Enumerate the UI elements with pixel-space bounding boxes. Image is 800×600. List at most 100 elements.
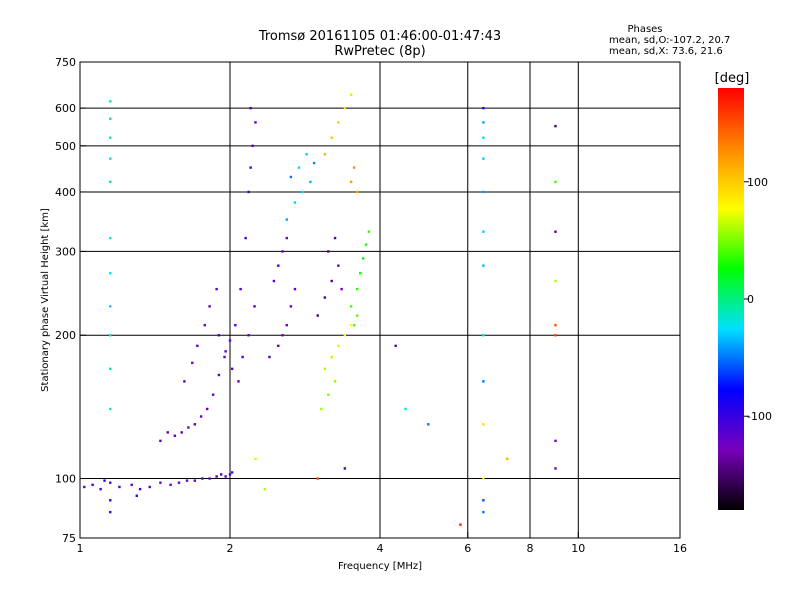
data-point — [355, 287, 359, 291]
data-point — [187, 426, 190, 429]
data-point — [312, 161, 316, 165]
data-point — [323, 153, 327, 156]
data-point — [482, 230, 485, 233]
data-point — [109, 180, 112, 184]
data-point — [109, 305, 112, 308]
data-point — [364, 243, 368, 246]
data-point — [217, 373, 221, 377]
data-point — [215, 287, 218, 291]
x-tick-label: 4 — [377, 542, 384, 555]
data-point — [285, 236, 288, 240]
data-point — [272, 279, 276, 283]
y-tick-label: 500 — [55, 140, 76, 153]
data-point — [208, 305, 211, 308]
data-point — [138, 487, 142, 491]
data-point — [185, 479, 189, 482]
data-point — [91, 483, 94, 487]
gridlines — [80, 62, 680, 538]
stats-line-o: mean, sd,O:-107.2, 20.7 — [609, 35, 730, 46]
data-point — [223, 355, 226, 359]
data-point — [349, 93, 353, 96]
colorbar-tick-label: 0 — [747, 293, 754, 306]
data-point — [224, 350, 227, 353]
data-point — [109, 136, 112, 139]
data-point — [205, 407, 209, 411]
data-point — [159, 481, 162, 484]
data-point — [130, 483, 133, 487]
data-point — [217, 334, 221, 337]
x-tick-label: 6 — [464, 542, 471, 555]
data-points — [83, 93, 557, 526]
data-point — [404, 407, 407, 411]
data-point — [211, 393, 215, 396]
y-axis-label: Stationary phase Virtual Height [km] — [40, 208, 51, 392]
data-point — [482, 477, 485, 480]
data-point — [289, 305, 293, 308]
data-point — [293, 201, 297, 204]
data-point — [297, 166, 301, 169]
data-point — [482, 423, 485, 426]
stats-line-x: mean, sd,X: 73.6, 21.6 — [609, 46, 723, 57]
data-point — [191, 361, 194, 365]
y-tick-label: 600 — [55, 102, 76, 115]
colorbar-ticks: 100 0 -100 — [744, 176, 772, 423]
x-tick-label: 16 — [673, 542, 687, 555]
data-point — [109, 510, 112, 514]
data-point — [337, 264, 340, 267]
x-tick-label: 1 — [77, 542, 84, 555]
data-point — [166, 431, 169, 434]
data-point — [459, 523, 462, 526]
data-point — [340, 287, 343, 291]
data-point — [251, 144, 254, 148]
data-point — [109, 117, 112, 120]
data-point — [316, 477, 319, 480]
data-point — [173, 434, 177, 437]
data-point — [355, 314, 359, 317]
data-point — [323, 367, 327, 371]
data-point — [254, 121, 257, 124]
chart-title: Tromsø 20161105 01:46:00-01:47:43 — [258, 29, 501, 44]
data-point — [330, 136, 333, 139]
data-point — [263, 487, 267, 491]
data-point — [343, 106, 347, 110]
data-point — [109, 407, 112, 411]
data-point — [293, 287, 297, 291]
data-point — [169, 483, 172, 487]
data-point — [249, 166, 252, 169]
data-point — [482, 106, 485, 110]
data-point — [109, 236, 112, 240]
data-point — [367, 230, 371, 233]
data-point — [177, 481, 181, 484]
data-point — [352, 166, 356, 169]
data-point — [193, 479, 197, 482]
data-point — [285, 218, 288, 221]
data-point — [99, 487, 102, 491]
data-point — [109, 157, 112, 160]
data-point — [109, 367, 112, 371]
data-point — [330, 279, 333, 283]
colorbar-tick-label: -100 — [747, 410, 772, 423]
data-point — [355, 190, 359, 194]
data-point — [349, 305, 353, 308]
colorbar-label: [deg] — [715, 71, 750, 86]
data-point — [83, 485, 86, 489]
data-point — [135, 494, 138, 497]
data-point — [285, 323, 288, 327]
data-point — [343, 467, 347, 470]
data-point — [180, 431, 183, 434]
data-point — [109, 499, 112, 502]
y-tick-label: 300 — [55, 245, 76, 258]
data-point — [193, 423, 197, 426]
data-point — [327, 393, 330, 396]
data-point — [254, 457, 257, 461]
data-point — [482, 510, 485, 514]
data-point — [201, 477, 204, 480]
data-point — [234, 323, 237, 327]
stats-heading: Phases — [627, 24, 662, 35]
data-point — [337, 121, 340, 124]
chart-subtitle: RwPretec (8p) — [334, 44, 425, 59]
data-point — [327, 250, 330, 253]
data-point — [203, 323, 206, 327]
data-point — [394, 344, 397, 348]
colorbar-tick-label: 100 — [747, 176, 768, 189]
